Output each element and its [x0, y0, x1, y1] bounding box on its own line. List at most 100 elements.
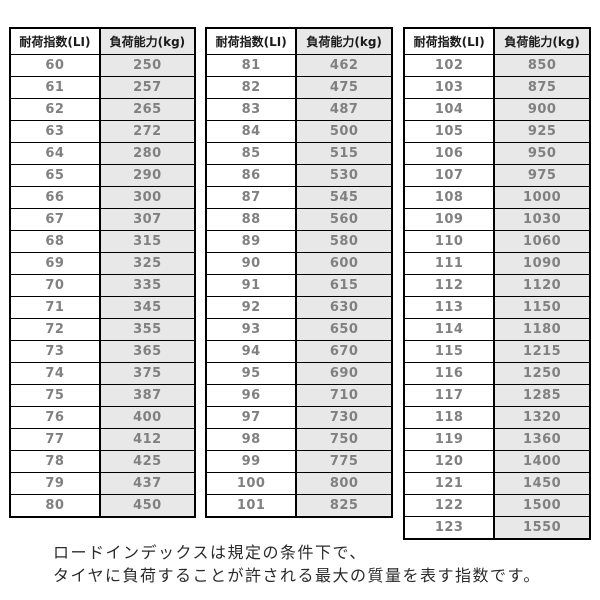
table-body: 81 462 82 475 83 487 84 500 85 515 86 530 87 545 88 560… — [207, 54, 391, 516]
load-index-cell: 81 — [207, 55, 296, 76]
load-capacity-cell: 500 — [295, 121, 391, 142]
load-index-cell: 75 — [11, 385, 99, 406]
load-index-cell: 102 — [405, 55, 494, 76]
load-index-cell: 109 — [405, 209, 494, 230]
load-index-cell: 94 — [207, 341, 296, 362]
table-row: 123 1550 — [405, 516, 589, 538]
load-index-cell: 64 — [11, 143, 99, 164]
load-capacity-cell: 875 — [493, 77, 589, 98]
table-row: 88 560 — [207, 208, 391, 230]
table-row: 95 690 — [207, 362, 391, 384]
table-row: 96 710 — [207, 384, 391, 406]
table-body: 60 250 61 257 62 265 63 272 64 280 65 290 66 300 67 307… — [11, 54, 194, 516]
load-index-cell: 84 — [207, 121, 296, 142]
load-capacity-cell: 387 — [98, 385, 194, 406]
load-index-cell: 86 — [207, 165, 296, 186]
table-header-row: 耐荷指数(LI) 負荷能力(kg) — [207, 29, 391, 54]
load-index-cell: 107 — [405, 165, 494, 186]
table-row: 77 412 — [11, 428, 194, 450]
load-index-cell: 87 — [207, 187, 296, 208]
table-row: 109 1030 — [405, 208, 589, 230]
load-capacity-cell: 1150 — [493, 297, 589, 318]
load-index-cell: 71 — [11, 297, 99, 318]
load-capacity-cell: 475 — [295, 77, 391, 98]
load-index-cell: 98 — [207, 429, 296, 450]
load-capacity-cell: 355 — [98, 319, 194, 340]
table-row: 113 1150 — [405, 296, 589, 318]
table-row: 102 850 — [405, 54, 589, 76]
load-index-cell: 112 — [405, 275, 494, 296]
load-capacity-cell: 487 — [295, 99, 391, 120]
load-capacity-cell: 307 — [98, 209, 194, 230]
load-capacity-cell: 365 — [98, 341, 194, 362]
load-capacity-cell: 1450 — [493, 473, 589, 494]
table-row: 73 365 — [11, 340, 194, 362]
table-row: 107 975 — [405, 164, 589, 186]
load-capacity-cell: 315 — [98, 231, 194, 252]
load-capacity-cell: 1320 — [493, 407, 589, 428]
load-index-cell: 101 — [207, 495, 296, 516]
load-index-cell: 117 — [405, 385, 494, 406]
load-capacity-cell: 775 — [295, 451, 391, 472]
table-row: 74 375 — [11, 362, 194, 384]
load-index-cell: 103 — [405, 77, 494, 98]
table-row: 61 257 — [11, 76, 194, 98]
table-row: 120 1400 — [405, 450, 589, 472]
table-row: 98 750 — [207, 428, 391, 450]
table-row: 105 925 — [405, 120, 589, 142]
table-row: 64 280 — [11, 142, 194, 164]
load-index-cell: 74 — [11, 363, 99, 384]
load-index-cell: 95 — [207, 363, 296, 384]
table-header-row: 耐荷指数(LI) 負荷能力(kg) — [11, 29, 194, 54]
load-capacity-cell: 800 — [295, 473, 391, 494]
load-capacity-cell: 375 — [98, 363, 194, 384]
load-capacity-cell: 257 — [98, 77, 194, 98]
load-index-table-60-80: 耐荷指数(LI) 負荷能力(kg) 60 250 61 257 62 265 63 272 64… — [9, 27, 196, 518]
table-row: 104 900 — [405, 98, 589, 120]
load-capacity-cell: 690 — [295, 363, 391, 384]
load-index-cell: 76 — [11, 407, 99, 428]
load-capacity-cell: 300 — [98, 187, 194, 208]
table-row: 87 545 — [207, 186, 391, 208]
load-index-cell: 68 — [11, 231, 99, 252]
table-row: 97 730 — [207, 406, 391, 428]
load-capacity-cell: 1180 — [493, 319, 589, 340]
load-capacity-cell: 1550 — [493, 517, 589, 538]
load-index-cell: 111 — [405, 253, 494, 274]
load-capacity-cell: 280 — [98, 143, 194, 164]
load-capacity-cell: 850 — [493, 55, 589, 76]
footer-note: ロードインデックスは規定の条件下で、 タイヤに負荷することが許される最大の質量を… — [53, 541, 541, 587]
load-index-table-102-123: 耐荷指数(LI) 負荷能力(kg) 102 850 103 875 104 900 105 9… — [403, 27, 591, 540]
load-capacity-cell: 925 — [493, 121, 589, 142]
load-capacity-cell: 1120 — [493, 275, 589, 296]
load-index-cell: 114 — [405, 319, 494, 340]
table-row: 60 250 — [11, 54, 194, 76]
load-capacity-cell: 265 — [98, 99, 194, 120]
table-row: 63 272 — [11, 120, 194, 142]
load-index-cell: 119 — [405, 429, 494, 450]
table-body: 102 850 103 875 104 900 105 925 106 950 107 975 108 1… — [405, 54, 589, 538]
load-index-cell: 89 — [207, 231, 296, 252]
table-row: 122 1500 — [405, 494, 589, 516]
load-index-cell: 61 — [11, 77, 99, 98]
load-capacity-cell: 825 — [295, 495, 391, 516]
load-index-cell: 118 — [405, 407, 494, 428]
load-capacity-cell: 580 — [295, 231, 391, 252]
load-index-cell: 82 — [207, 77, 296, 98]
load-index-cell: 62 — [11, 99, 99, 120]
table-row: 84 500 — [207, 120, 391, 142]
table-row: 76 400 — [11, 406, 194, 428]
column-header-load-index: 耐荷指数(LI) — [207, 29, 296, 54]
table-row: 69 325 — [11, 252, 194, 274]
load-index-table-81-101: 耐荷指数(LI) 負荷能力(kg) 81 462 82 475 83 487 84 500 85… — [205, 27, 393, 518]
load-index-cell: 90 — [207, 253, 296, 274]
load-index-cell: 67 — [11, 209, 99, 230]
load-index-cell: 63 — [11, 121, 99, 142]
table-row: 67 307 — [11, 208, 194, 230]
load-index-cell: 99 — [207, 451, 296, 472]
load-capacity-cell: 670 — [295, 341, 391, 362]
table-row: 86 530 — [207, 164, 391, 186]
table-row: 70 335 — [11, 274, 194, 296]
load-index-cell: 97 — [207, 407, 296, 428]
load-index-cell: 78 — [11, 451, 99, 472]
